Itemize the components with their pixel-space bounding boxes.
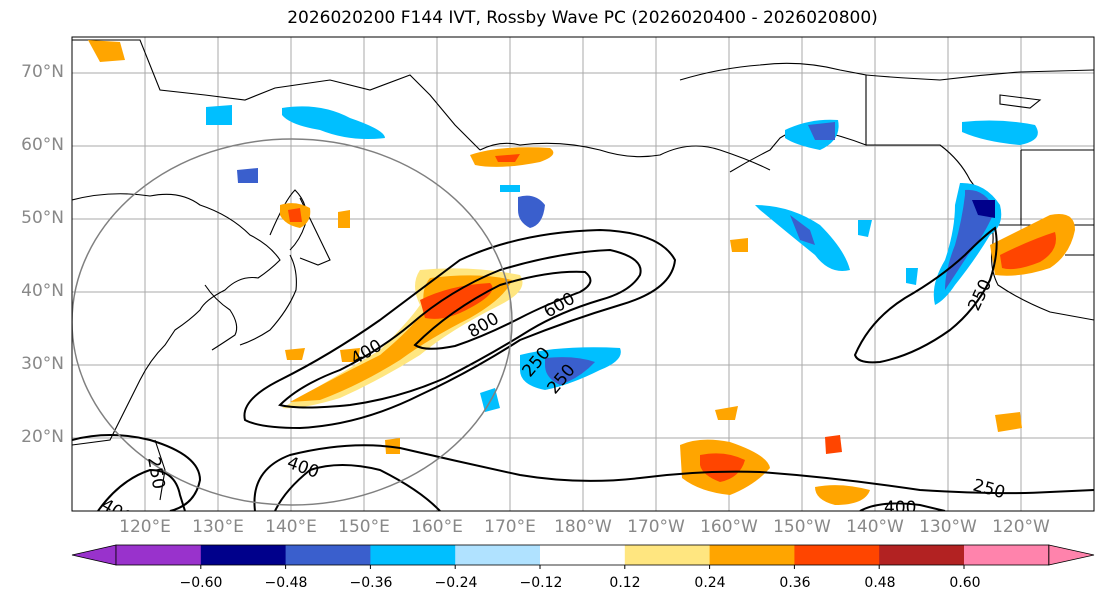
lon-label: 170°E bbox=[484, 517, 536, 537]
lon-label: 150°W bbox=[773, 517, 831, 537]
ivt-negative-region bbox=[808, 122, 835, 140]
colorbar-segment bbox=[455, 545, 541, 565]
ivt-positive-region bbox=[715, 406, 738, 420]
colorbar-segment bbox=[794, 545, 880, 565]
ivt-positive-region bbox=[88, 40, 125, 62]
contour-400 bbox=[97, 468, 186, 511]
ivt-negative-region bbox=[906, 268, 918, 285]
ivt-positive-region bbox=[285, 348, 305, 360]
colorbar-tick-label: −0.48 bbox=[264, 575, 308, 591]
colorbar-outline bbox=[115, 544, 1050, 566]
lon-label: 160°W bbox=[700, 517, 758, 537]
lon-label: 130°E bbox=[192, 517, 244, 537]
gridlines bbox=[72, 37, 1094, 511]
colorbar-segment bbox=[200, 545, 287, 565]
colorbar-segment bbox=[370, 545, 456, 565]
colorbar-tick-label: 0.48 bbox=[864, 575, 896, 591]
ivt-positive-region bbox=[995, 412, 1022, 432]
ivt-negative-region bbox=[518, 195, 545, 228]
contour-400 bbox=[274, 464, 441, 511]
ivt-positive-region bbox=[815, 485, 870, 505]
colorbar-segment bbox=[540, 545, 626, 565]
colorbar-tick-label: −0.60 bbox=[179, 575, 223, 591]
lat-label: 30°N bbox=[21, 354, 64, 374]
ivt-positive-region bbox=[730, 238, 748, 252]
lat-label: 20°N bbox=[21, 427, 64, 447]
ivt-negative-region bbox=[237, 168, 258, 183]
lon-label: 160°E bbox=[411, 517, 463, 537]
contour-600 bbox=[413, 270, 592, 350]
lon-label: 140°W bbox=[846, 517, 904, 537]
ivt-positive-region bbox=[700, 453, 745, 482]
contour-label: 400 bbox=[884, 498, 916, 518]
contour-250 bbox=[72, 434, 202, 511]
ivt-positive-region bbox=[340, 348, 360, 362]
lon-label: 180°W bbox=[554, 517, 612, 537]
lon-label: 140°E bbox=[265, 517, 317, 537]
lon-label: 120°E bbox=[119, 517, 171, 537]
ivt-positive-region bbox=[825, 435, 842, 454]
ivt-positive-region bbox=[1000, 232, 1056, 270]
contour-250 bbox=[243, 228, 677, 430]
ivt-negative-region bbox=[962, 120, 1038, 145]
ivt-shading bbox=[88, 40, 1075, 505]
colorbar-segment bbox=[624, 545, 711, 565]
colorbar-tick-label: 0.24 bbox=[694, 575, 726, 591]
colorbar-extend-low bbox=[71, 544, 117, 566]
lat-label: 70°N bbox=[21, 62, 64, 82]
lat-label: 50°N bbox=[21, 208, 64, 228]
ivt-negative-region bbox=[500, 185, 520, 192]
colorbar-segment bbox=[116, 545, 202, 565]
ivt-negative-region bbox=[972, 200, 995, 218]
colorbar-tick-label: 0.12 bbox=[609, 575, 641, 591]
ivt-negative-region bbox=[206, 105, 232, 125]
contour-400 bbox=[859, 502, 946, 511]
contour-250 bbox=[253, 444, 1094, 511]
lon-label: 150°E bbox=[338, 517, 390, 537]
colorbar-segment bbox=[879, 545, 965, 565]
contour-400 bbox=[278, 248, 642, 409]
ivt-positive-region bbox=[288, 208, 302, 222]
lat-label: 60°N bbox=[21, 135, 64, 155]
ivt-positive-region bbox=[338, 210, 350, 228]
colorbar-segment bbox=[285, 545, 371, 565]
map-plot-area: 250 400 600 800 400 250 250 400 250 400 … bbox=[72, 37, 1094, 518]
lon-label: 130°W bbox=[919, 517, 977, 537]
figure-title: 2026020200 F144 IVT, Rossby Wave PC (202… bbox=[287, 8, 878, 28]
contour-250 bbox=[853, 226, 998, 364]
ivt-negative-region bbox=[790, 215, 815, 245]
colorbar-extend-high bbox=[1048, 544, 1095, 566]
colorbar bbox=[71, 544, 1095, 569]
colorbar-segment bbox=[964, 545, 1050, 565]
ivt-contours bbox=[72, 226, 1094, 511]
ivt-negative-region bbox=[282, 106, 385, 139]
lat-label: 40°N bbox=[21, 281, 64, 301]
colorbar-segment bbox=[709, 545, 795, 565]
colorbar-tick-label: 0.36 bbox=[779, 575, 811, 591]
colorbar-tick-label: −0.36 bbox=[349, 575, 393, 591]
ivt-positive-region bbox=[420, 283, 493, 319]
lon-label: 120°W bbox=[992, 517, 1050, 537]
colorbar-tick-label: 0.60 bbox=[949, 575, 981, 591]
reference-circle bbox=[72, 138, 513, 506]
ivt-positive-region bbox=[495, 154, 520, 162]
lon-label: 170°W bbox=[627, 517, 685, 537]
colorbar-tick-label: −0.12 bbox=[519, 575, 563, 591]
ivt-negative-region bbox=[545, 357, 595, 385]
ivt-negative-region bbox=[858, 220, 872, 237]
map-frame bbox=[71, 36, 1095, 512]
colorbar-tick-label: −0.24 bbox=[434, 575, 478, 591]
